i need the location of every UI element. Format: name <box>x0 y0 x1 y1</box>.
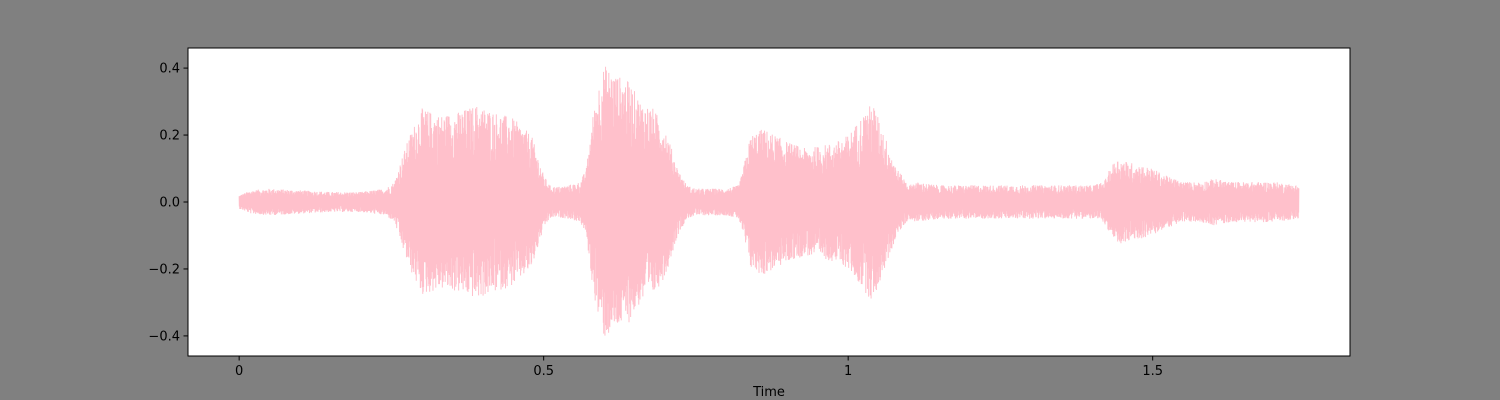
y-tick-label: 0.2 <box>159 129 180 144</box>
x-tick-label: 0 <box>235 364 243 379</box>
x-axis: 0 0.5 1 1.5 <box>235 356 1163 379</box>
x-tick-label: 1 <box>844 364 852 379</box>
y-tick-label: −0.4 <box>148 329 180 344</box>
x-axis-label: Time <box>752 385 785 400</box>
y-axis: −0.4 −0.2 0.0 0.2 0.4 <box>148 62 188 344</box>
y-tick-label: −0.2 <box>148 262 180 277</box>
x-tick-label: 1.5 <box>1142 364 1163 379</box>
waveform-line <box>238 66 1300 336</box>
x-tick-label: 0.5 <box>533 364 554 379</box>
y-tick-label: 0.4 <box>159 62 180 77</box>
y-tick-label: 0.0 <box>159 196 180 211</box>
